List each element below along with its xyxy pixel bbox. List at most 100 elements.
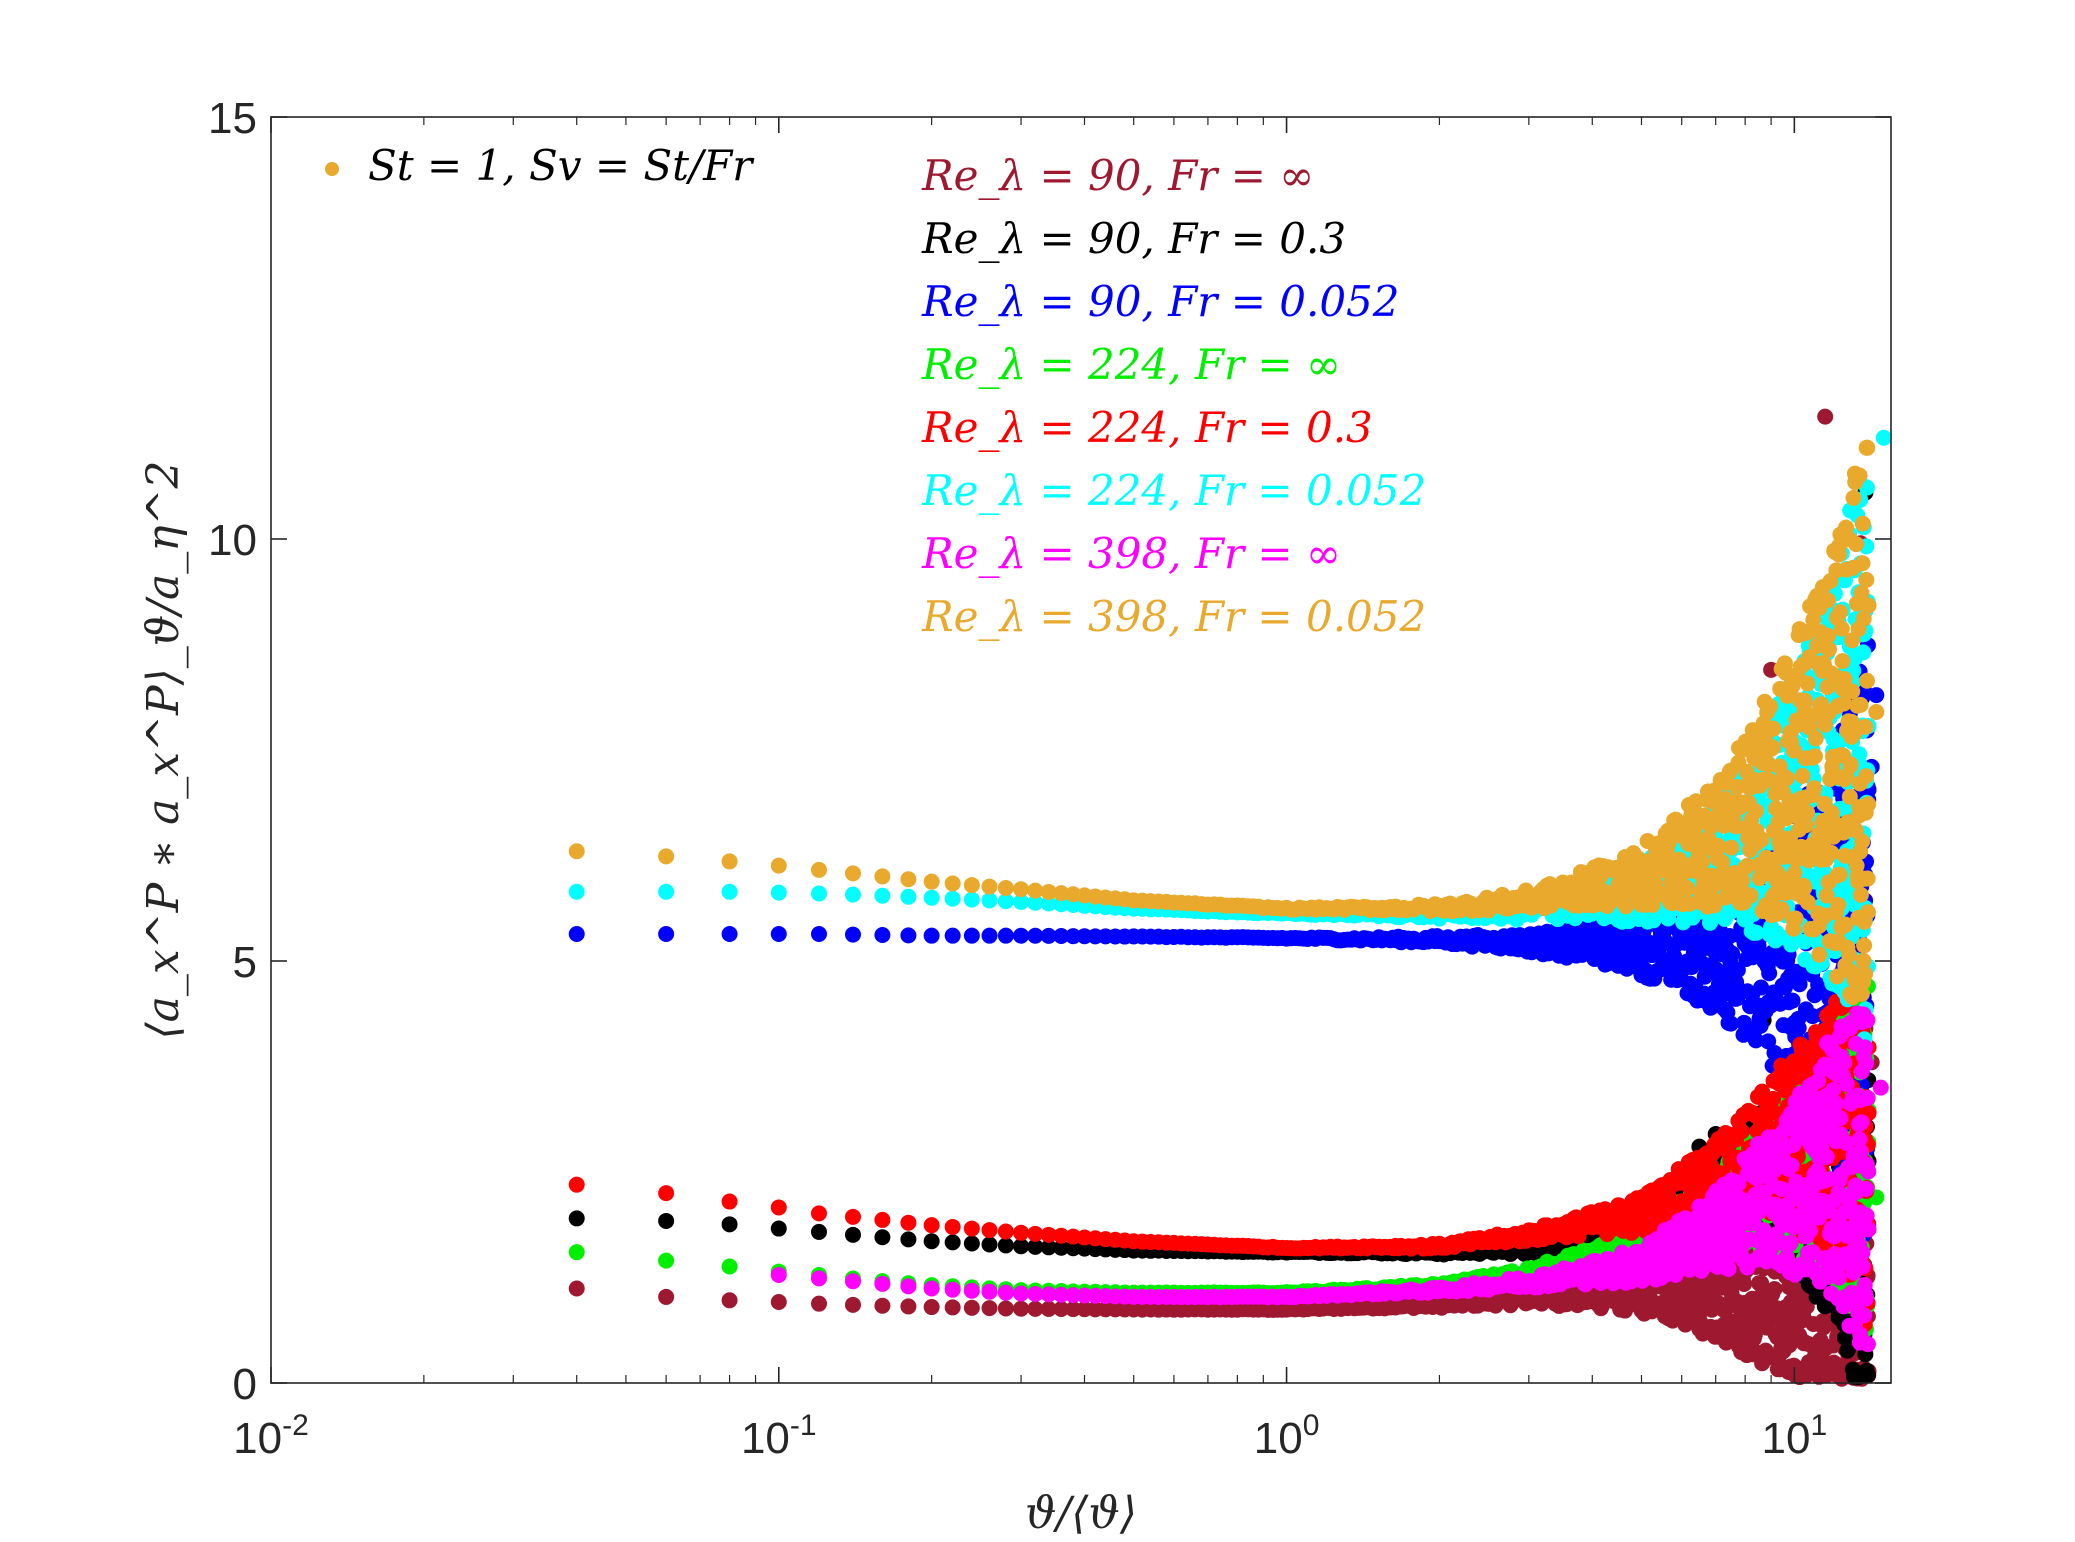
data-point <box>1853 1114 1870 1131</box>
data-point <box>1854 1258 1871 1275</box>
data-point <box>900 1231 917 1248</box>
data-point <box>1852 1143 1869 1160</box>
data-point <box>944 1299 961 1316</box>
data-point <box>1816 1105 1833 1122</box>
data-point <box>1027 1225 1044 1242</box>
data-point <box>923 1280 940 1297</box>
data-point <box>1040 895 1057 912</box>
data-point <box>1815 1319 1832 1336</box>
data-point <box>1753 979 1770 996</box>
data-point <box>810 1295 827 1312</box>
data-point <box>1859 1089 1876 1106</box>
data-point <box>1013 1285 1030 1302</box>
data-point <box>770 1293 787 1310</box>
data-point <box>1053 1286 1070 1303</box>
data-point <box>1027 1285 1044 1302</box>
data-point <box>1013 1224 1030 1241</box>
data-point <box>944 1281 961 1298</box>
outlier-point <box>1868 687 1885 704</box>
data-point <box>1761 965 1778 982</box>
data-point <box>1856 1307 1873 1324</box>
data-points <box>568 408 1892 1387</box>
data-point <box>981 892 998 909</box>
data-point <box>658 1252 675 1269</box>
data-point <box>963 1282 980 1299</box>
data-point <box>900 1298 917 1315</box>
data-point <box>874 1275 891 1292</box>
data-point <box>1040 1239 1057 1256</box>
data-point <box>568 883 585 900</box>
data-point <box>568 1176 585 1193</box>
data-point <box>1053 1300 1070 1317</box>
data-point <box>923 927 940 944</box>
data-point <box>568 843 585 860</box>
data-point <box>1013 927 1030 944</box>
data-point <box>1832 1110 1849 1127</box>
data-point <box>810 925 827 942</box>
data-point <box>944 890 961 907</box>
data-point <box>1854 1244 1871 1261</box>
data-point <box>721 883 738 900</box>
data-point <box>997 893 1014 910</box>
data-point <box>1053 1239 1070 1256</box>
data-point <box>1830 1269 1847 1286</box>
data-point <box>1851 1131 1868 1148</box>
data-point <box>963 927 980 944</box>
data-point <box>844 865 861 882</box>
data-point <box>1013 1300 1030 1317</box>
data-point <box>1784 992 1801 1009</box>
data-point <box>721 1193 738 1210</box>
data-point <box>1858 1055 1875 1072</box>
data-point <box>658 848 675 865</box>
data-point <box>721 1258 738 1275</box>
data-point <box>810 1205 827 1222</box>
data-point <box>997 927 1014 944</box>
series-6 <box>770 1005 1889 1353</box>
data-point <box>1782 1234 1799 1251</box>
data-point <box>900 1214 917 1231</box>
data-point <box>981 1283 998 1300</box>
data-point <box>1722 1015 1739 1032</box>
data-point <box>874 1297 891 1314</box>
data-point <box>721 1292 738 1309</box>
data-point <box>1065 928 1082 945</box>
data-point <box>1752 1017 1769 1034</box>
data-point <box>721 853 738 870</box>
data-point <box>1735 1026 1752 1043</box>
data-point <box>1748 924 1765 941</box>
data-point <box>944 875 961 892</box>
data-point <box>944 1218 961 1235</box>
data-point <box>1790 1020 1807 1037</box>
data-point <box>1736 1014 1753 1031</box>
data-point <box>1730 1175 1747 1192</box>
outlier-point <box>1852 1366 1869 1383</box>
data-point <box>1053 896 1070 913</box>
data-point <box>981 1222 998 1239</box>
data-point <box>1860 1163 1877 1180</box>
data-point <box>900 888 917 905</box>
data-point <box>770 1266 787 1283</box>
data-point <box>1773 1180 1790 1197</box>
data-point <box>981 1300 998 1317</box>
data-point <box>1802 1222 1819 1239</box>
data-point <box>997 1223 1014 1240</box>
data-point <box>1783 936 1800 953</box>
data-point <box>963 1220 980 1237</box>
data-point <box>1858 1180 1875 1197</box>
data-point <box>923 1233 940 1250</box>
data-point <box>1027 1300 1044 1317</box>
data-point <box>963 1235 980 1252</box>
data-point <box>874 927 891 944</box>
data-point <box>1842 1020 1859 1037</box>
data-point <box>844 1208 861 1225</box>
data-point <box>1857 1039 1874 1056</box>
data-point <box>1013 893 1030 910</box>
data-point <box>1040 1286 1057 1303</box>
data-point <box>1838 1135 1855 1152</box>
data-point <box>844 926 861 943</box>
data-point <box>1733 1123 1750 1140</box>
data-point <box>1857 1290 1874 1307</box>
data-point <box>658 1212 675 1229</box>
data-point <box>568 925 585 942</box>
